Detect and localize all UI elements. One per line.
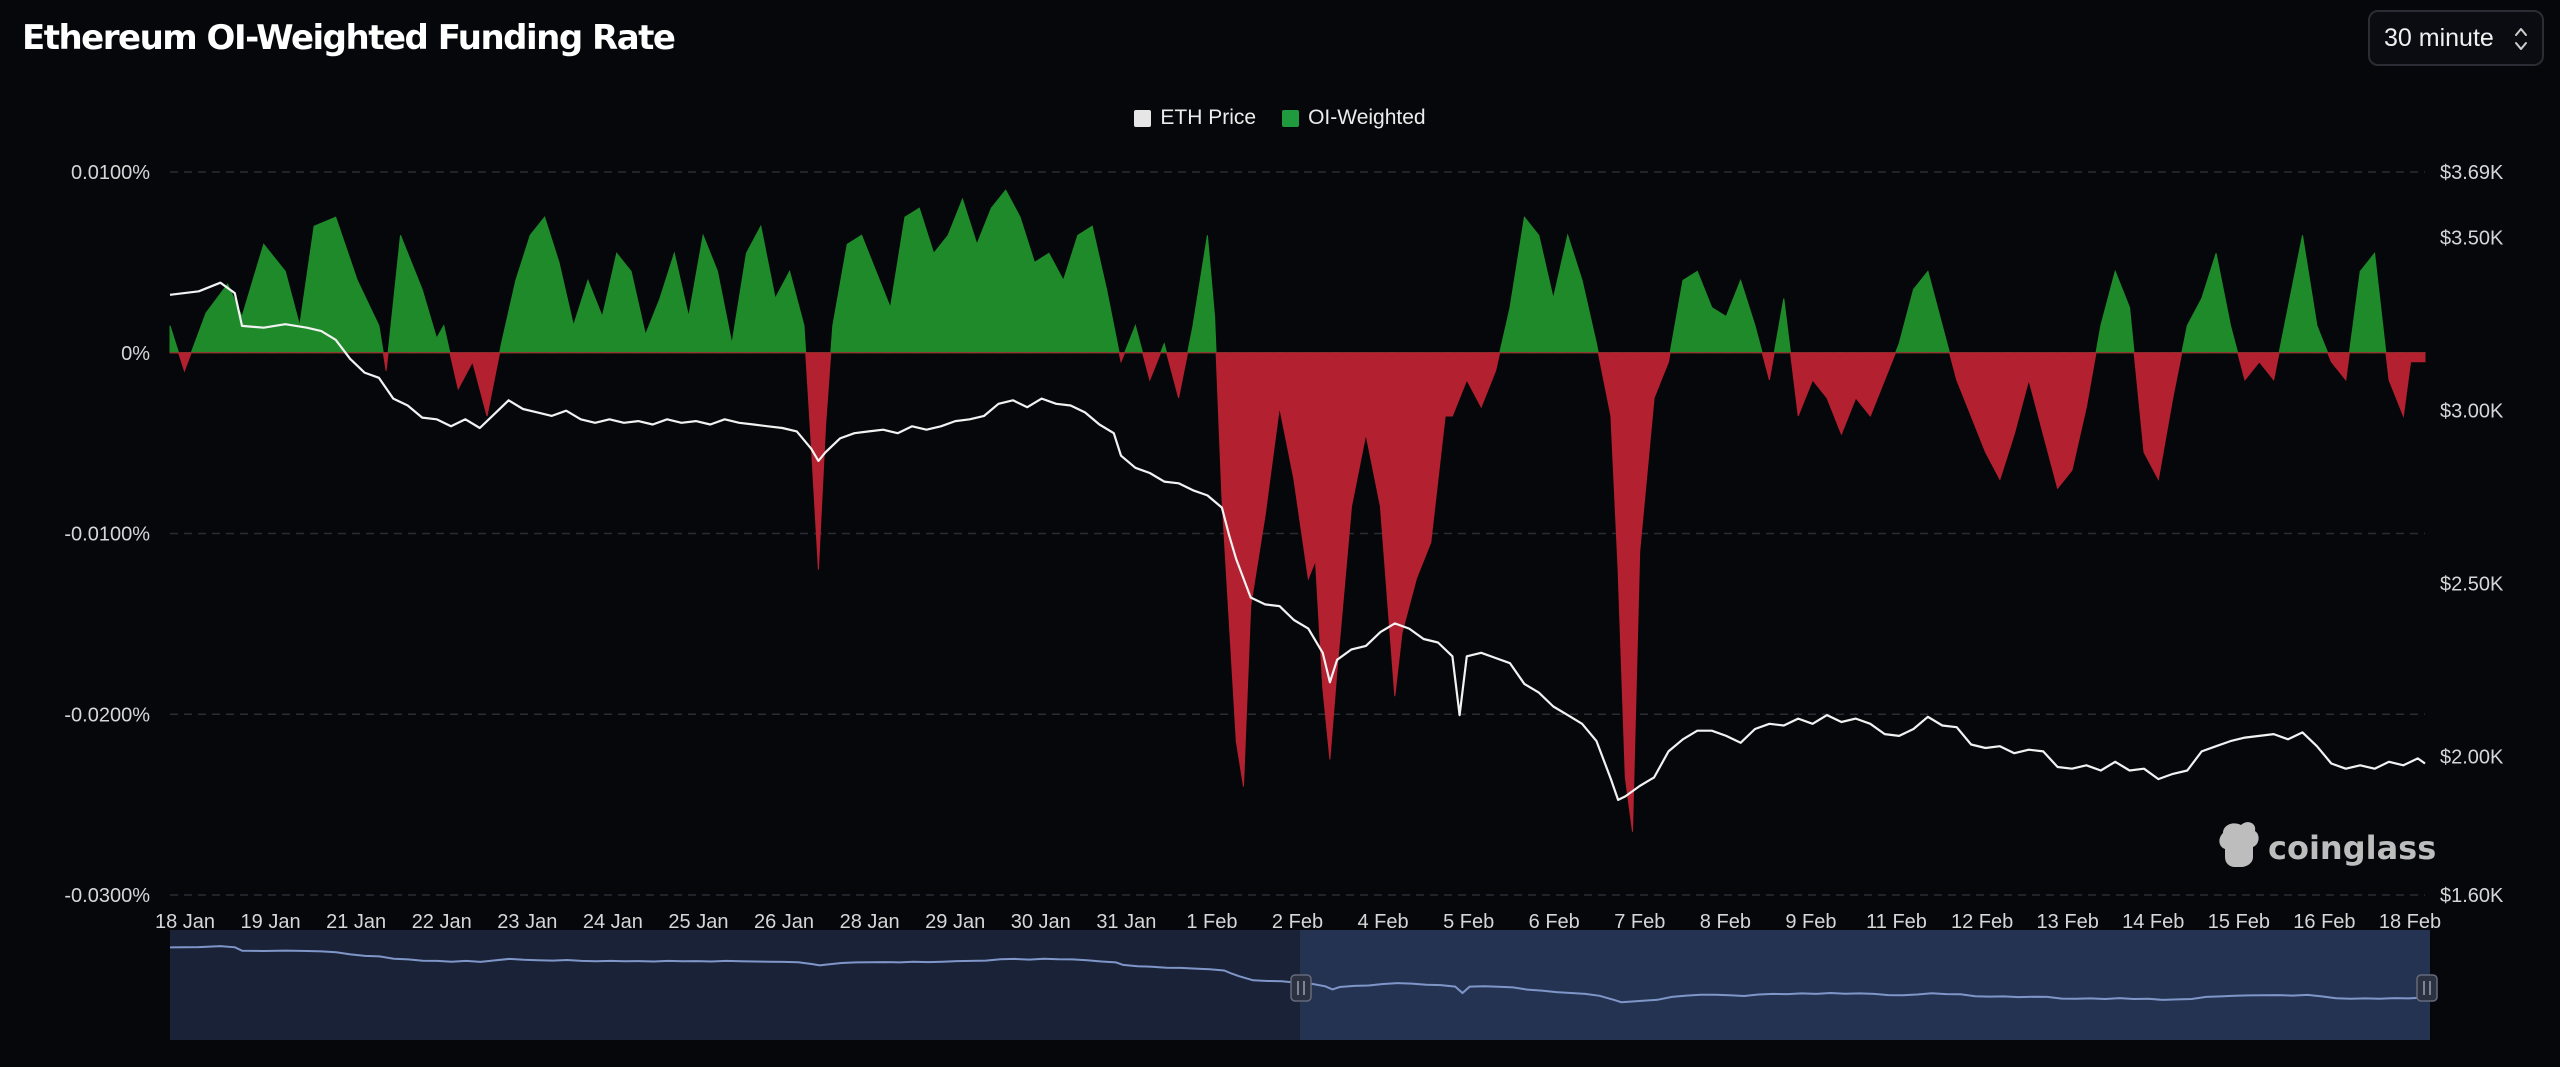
y-right-tick-label: $3.00K	[2440, 401, 2504, 423]
range-navigator[interactable]	[169, 930, 2438, 1040]
eth-price-series	[169, 281, 2426, 801]
legend-item-eth-price[interactable]: ETH Price	[1134, 106, 1256, 130]
x-tick-label: 2 Feb	[1272, 911, 1323, 933]
legend-item-oi-weighted[interactable]: OI-Weighted	[1282, 106, 1426, 130]
funding-negative-area	[169, 352, 2426, 832]
x-axis: 18 Jan 19 Jan 21 Jan 22 Jan 23 Jan 24 Jan 25 J…	[155, 911, 2441, 933]
y-left-tick-label: 0%	[121, 343, 150, 365]
navigator-handle-right[interactable]	[2416, 974, 2438, 1002]
x-tick-label: 7 Feb	[1614, 911, 1665, 933]
watermark-text: coinglass	[2268, 829, 2436, 867]
legend-swatch-oi-weighted	[1282, 109, 1300, 127]
y-axis-right: $3.69K $3.50K $3.00K $2.50K $2.00K $1.60K	[2440, 162, 2504, 907]
interval-select-value: 30 minute	[2384, 23, 2494, 52]
x-tick-label: 19 Jan	[241, 911, 301, 933]
coinglass-logo-icon	[2219, 822, 2259, 867]
y-left-tick-label: -0.0300%	[64, 885, 150, 907]
y-right-tick-label: $2.50K	[2440, 574, 2504, 596]
navigator-price-line	[169, 945, 2431, 1004]
y-right-tick-label: $1.60K	[2440, 885, 2504, 907]
x-tick-label: 5 Feb	[1443, 911, 1494, 933]
x-tick-label: 25 Jan	[668, 911, 728, 933]
x-tick-label: 6 Feb	[1529, 911, 1580, 933]
x-tick-label: 28 Jan	[840, 911, 900, 933]
funding-rate-series	[169, 189, 2426, 832]
y-right-tick-label: $3.50K	[2440, 228, 2504, 250]
x-tick-label: 16 Feb	[2293, 911, 2355, 933]
legend-label-oi-weighted: OI-Weighted	[1308, 106, 1426, 129]
x-tick-label: 18 Jan	[155, 911, 215, 933]
x-tick-label: 1 Feb	[1186, 911, 1237, 933]
grid-lines	[170, 171, 2425, 896]
x-tick-label: 26 Jan	[754, 911, 814, 933]
x-tick-label: 14 Feb	[2122, 911, 2184, 933]
interval-select[interactable]: 30 minute	[2368, 10, 2544, 66]
y-right-tick-label: $3.69K	[2440, 162, 2504, 184]
x-tick-label: 9 Feb	[1785, 911, 1836, 933]
x-tick-label: 21 Jan	[326, 911, 386, 933]
y-left-tick-label: -0.0100%	[64, 524, 150, 546]
x-tick-label: 29 Jan	[925, 911, 985, 933]
x-tick-label: 15 Feb	[2208, 911, 2270, 933]
x-tick-label: 13 Feb	[2037, 911, 2099, 933]
x-tick-label: 4 Feb	[1357, 911, 1408, 933]
chart-legend: ETH Price OI-Weighted	[0, 106, 2560, 130]
navigator-handle-left[interactable]	[1290, 974, 1312, 1002]
x-tick-label: 12 Feb	[1951, 911, 2013, 933]
x-tick-label: 8 Feb	[1700, 911, 1751, 933]
x-tick-label: 23 Jan	[497, 911, 557, 933]
eth-price-line	[169, 281, 2426, 801]
y-axis-left: 0.0100% 0% -0.0100% -0.0200% -0.0300%	[64, 162, 150, 907]
x-tick-label: 11 Feb	[1866, 911, 1927, 933]
y-left-tick-label: 0.0100%	[71, 162, 150, 184]
x-tick-label: 18 Feb	[2379, 911, 2441, 933]
coinglass-watermark: coinglass	[2219, 822, 2436, 867]
y-right-tick-label: $2.00K	[2440, 747, 2504, 769]
legend-label-eth-price: ETH Price	[1160, 106, 1257, 129]
legend-swatch-eth-price	[1134, 109, 1152, 127]
chevron-updown-icon	[2515, 28, 2527, 50]
navigator-selected-range	[1300, 930, 2430, 1040]
page-title: Ethereum OI-Weighted Funding Rate	[22, 18, 676, 58]
funding-positive-area	[169, 189, 2426, 354]
x-tick-label: 24 Jan	[583, 911, 643, 933]
x-tick-label: 31 Jan	[1096, 911, 1156, 933]
x-tick-label: 30 Jan	[1011, 911, 1071, 933]
y-left-tick-label: -0.0200%	[64, 704, 150, 726]
x-tick-label: 22 Jan	[412, 911, 472, 933]
